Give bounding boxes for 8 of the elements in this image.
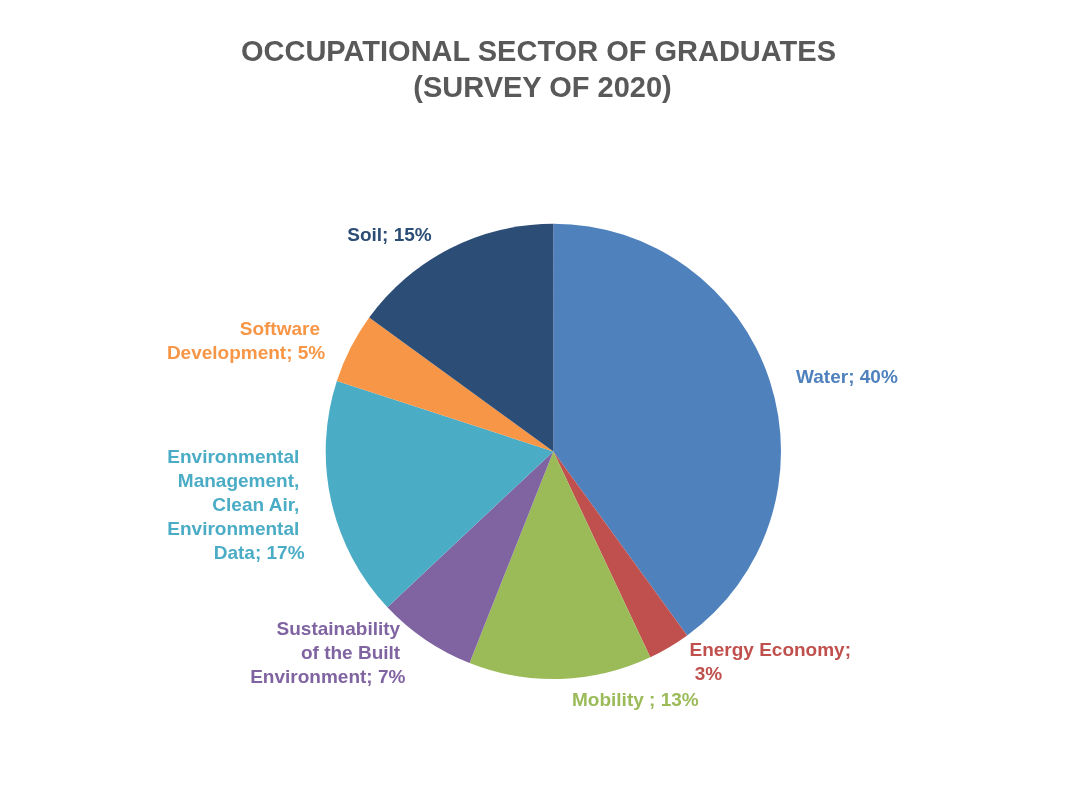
slice-label: Environmental Management, Clean Air, Environmental Data; 17% [167,446,305,564]
chart-title: OCCUPATIONAL SECTOR OF GRADUATES (SURVEY OF 2020) [240,35,845,103]
slice-label: Software Development; 5% [166,318,326,364]
slice-label: Mobility ; 13% [572,688,699,710]
slice-label: Soil; 15% [347,223,432,245]
slice-label: Energy Economy; 3% [689,638,852,684]
slice-label: Water; 40% [796,365,898,387]
slice-label: Sustainability of the Built Environment; 7% [250,618,406,688]
